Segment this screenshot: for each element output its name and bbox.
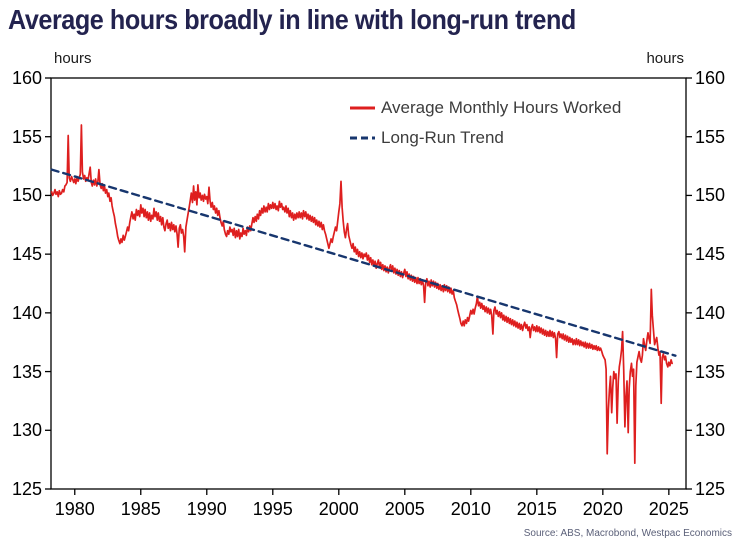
y-tick-label-left: 160 — [11, 68, 42, 88]
x-tick-label: 1985 — [120, 499, 161, 519]
x-tick-label: 1995 — [252, 499, 293, 519]
x-tick-label: 2015 — [516, 499, 557, 519]
x-tick-label: 2005 — [384, 499, 425, 519]
y-tick-label-right: 135 — [695, 361, 726, 382]
y-tick-label-left: 140 — [11, 302, 42, 323]
legend: Average Monthly Hours Worked Long-Run Tr… — [349, 93, 621, 153]
y-tick-label-left: 155 — [11, 126, 42, 147]
x-tick-label: 2020 — [582, 499, 623, 519]
legend-label-trend: Long-Run Trend — [381, 128, 504, 147]
x-tick-label: 2000 — [318, 499, 359, 519]
legend-label-series: Average Monthly Hours Worked — [381, 98, 622, 117]
y-tick-label-right: 160 — [695, 68, 726, 88]
x-tick-label: 2010 — [450, 499, 491, 519]
y-tick-label-right: 125 — [695, 479, 726, 499]
y-tick-label-right: 150 — [695, 185, 726, 206]
x-tick-label: 2025 — [648, 499, 689, 519]
x-tick-label: 1980 — [54, 499, 95, 519]
y-tick-label-left: 125 — [11, 479, 42, 499]
y-tick-label-right: 155 — [695, 126, 726, 147]
y-tick-label-left: 150 — [11, 185, 42, 206]
legend-item-series: Average Monthly Hours Worked — [349, 93, 621, 123]
chart-title: Average hours broadly in line with long-… — [8, 4, 576, 35]
trend-line-swatch — [350, 136, 375, 140]
source-note: Source: ABS, Macrobond, Westpac Economic… — [523, 528, 732, 539]
y-tick-label-left: 145 — [11, 244, 42, 265]
x-tick-label: 1990 — [186, 499, 227, 519]
legend-item-trend: Long-Run Trend — [349, 123, 621, 153]
y-tick-label-right: 130 — [695, 420, 726, 441]
y-tick-label-right: 140 — [695, 302, 726, 323]
y-axis-unit-left: hours — [54, 50, 92, 67]
y-tick-label-right: 145 — [695, 244, 726, 265]
y-tick-label-left: 130 — [11, 420, 42, 441]
series-line-swatch — [350, 106, 375, 110]
y-tick-label-left: 135 — [11, 361, 42, 382]
y-axis-unit-right: hours — [646, 50, 684, 67]
